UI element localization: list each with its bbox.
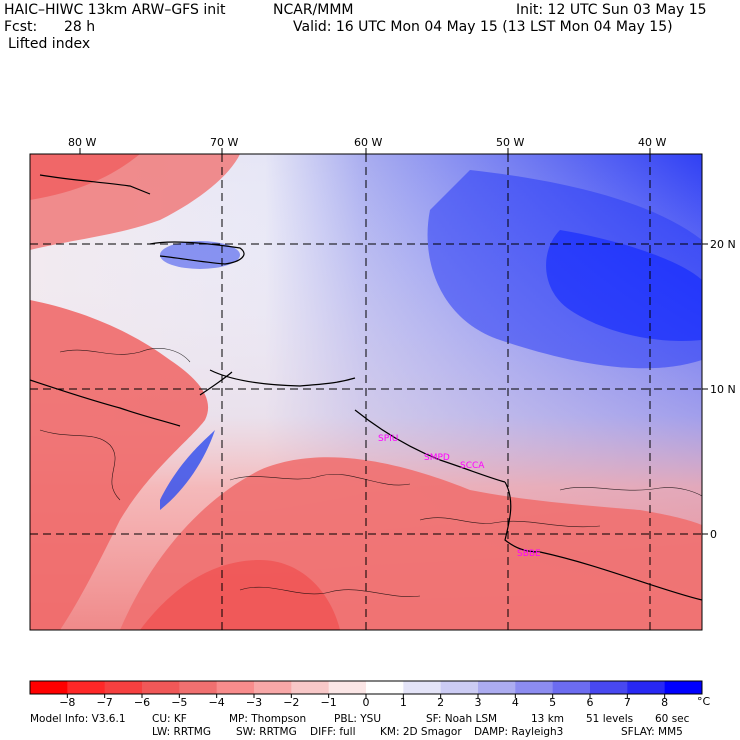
colorbar-tick-label: 2 xyxy=(437,696,444,709)
colorbar-tick-label: −4 xyxy=(209,696,225,709)
lon-label: 80 W xyxy=(68,136,96,149)
footer-diff: DIFF: full xyxy=(310,726,356,738)
colorbar-cell xyxy=(478,681,516,694)
colorbar-cell xyxy=(627,681,666,694)
footer-damp: DAMP: Rayleigh3 xyxy=(474,726,564,738)
colorbar-tick-label: −3 xyxy=(246,696,262,709)
colorbar-cell xyxy=(216,681,255,694)
colorbar-tick-label: −5 xyxy=(171,696,187,709)
colorbar-cell xyxy=(590,681,628,694)
station-label: SCCA xyxy=(460,461,485,471)
organization: NCAR/MMM xyxy=(273,2,354,18)
colorbar-cell xyxy=(403,681,442,694)
station-label: SPIU xyxy=(378,434,398,444)
colorbar-tick-label: 8 xyxy=(661,696,668,709)
colorbar-cell xyxy=(104,681,143,694)
colorbar-cell xyxy=(142,681,180,694)
colorbar-cell xyxy=(515,681,554,694)
colorbar-tick-label: −6 xyxy=(134,696,150,709)
colorbar-tick-label: −7 xyxy=(97,696,113,709)
colorbar-tick-label: −1 xyxy=(321,696,337,709)
model-title: HAIC–HIWC 13km ARW–GFS init xyxy=(4,2,226,18)
footer-model-info: Model Info: V3.6.1 xyxy=(30,713,126,725)
lat-label: 20 N xyxy=(710,238,736,251)
lon-label: 60 W xyxy=(354,136,382,149)
colorbar-tick-label: 6 xyxy=(587,696,594,709)
colorbar-tick-label: 0 xyxy=(363,696,370,709)
init-time: Init: 12 UTC Sun 03 May 15 xyxy=(516,2,707,18)
colorbar-cell xyxy=(664,681,703,694)
footer-levels: 51 levels xyxy=(586,713,634,725)
colorbar-cell xyxy=(179,681,218,694)
colorbar-cell xyxy=(366,681,404,694)
colorbar-cell xyxy=(440,681,479,694)
colorbar-tick-label: 1 xyxy=(400,696,407,709)
colorbar-tick-label: 4 xyxy=(512,696,519,709)
footer-sflay: SFLAY: MM5 xyxy=(621,726,683,738)
station-label: SBBE xyxy=(517,549,541,559)
footer-lw: LW: RRTMG xyxy=(152,726,211,738)
colorbar-cell xyxy=(552,681,591,694)
valid-time: Valid: 16 UTC Mon 04 May 15 (13 LST Mon … xyxy=(293,19,673,35)
field-name: Lifted index xyxy=(8,36,91,52)
lon-label: 50 W xyxy=(496,136,524,149)
footer-km: KM: 2D Smagor xyxy=(380,726,462,738)
colorbar-tick-label: 5 xyxy=(549,696,556,709)
footer-resolution: 13 km xyxy=(531,713,565,725)
colorbar-tick-label: −8 xyxy=(59,696,75,709)
colorbar-tick-label: −2 xyxy=(283,696,299,709)
colorbar-cell xyxy=(30,681,68,694)
colorbar-unit: °C xyxy=(697,695,711,708)
colorbar-cell xyxy=(328,681,367,694)
forecast-hour: 28 h xyxy=(64,19,96,35)
lon-label: 40 W xyxy=(638,136,666,149)
lat-label: 10 N xyxy=(710,383,736,396)
lon-label: 70 W xyxy=(210,136,238,149)
colorbar-tick-label: 3 xyxy=(475,696,482,709)
footer-timestep: 60 sec xyxy=(655,713,690,725)
colorbar-tick-label: 7 xyxy=(624,696,631,709)
footer-pbl: PBL: YSU xyxy=(334,713,382,725)
lat-label: 0 xyxy=(710,528,717,541)
station-label: SMPD xyxy=(424,453,450,463)
footer-cu: CU: KF xyxy=(152,713,187,725)
footer-sw: SW: RRTMG xyxy=(236,726,297,738)
footer-sf: SF: Noah LSM xyxy=(426,713,498,725)
footer-mp: MP: Thompson xyxy=(229,713,307,725)
colorbar-cell xyxy=(67,681,106,694)
forecast-label: Fcst: xyxy=(4,19,38,35)
colorbar-cell xyxy=(291,681,330,694)
colorbar-cell xyxy=(254,681,292,694)
